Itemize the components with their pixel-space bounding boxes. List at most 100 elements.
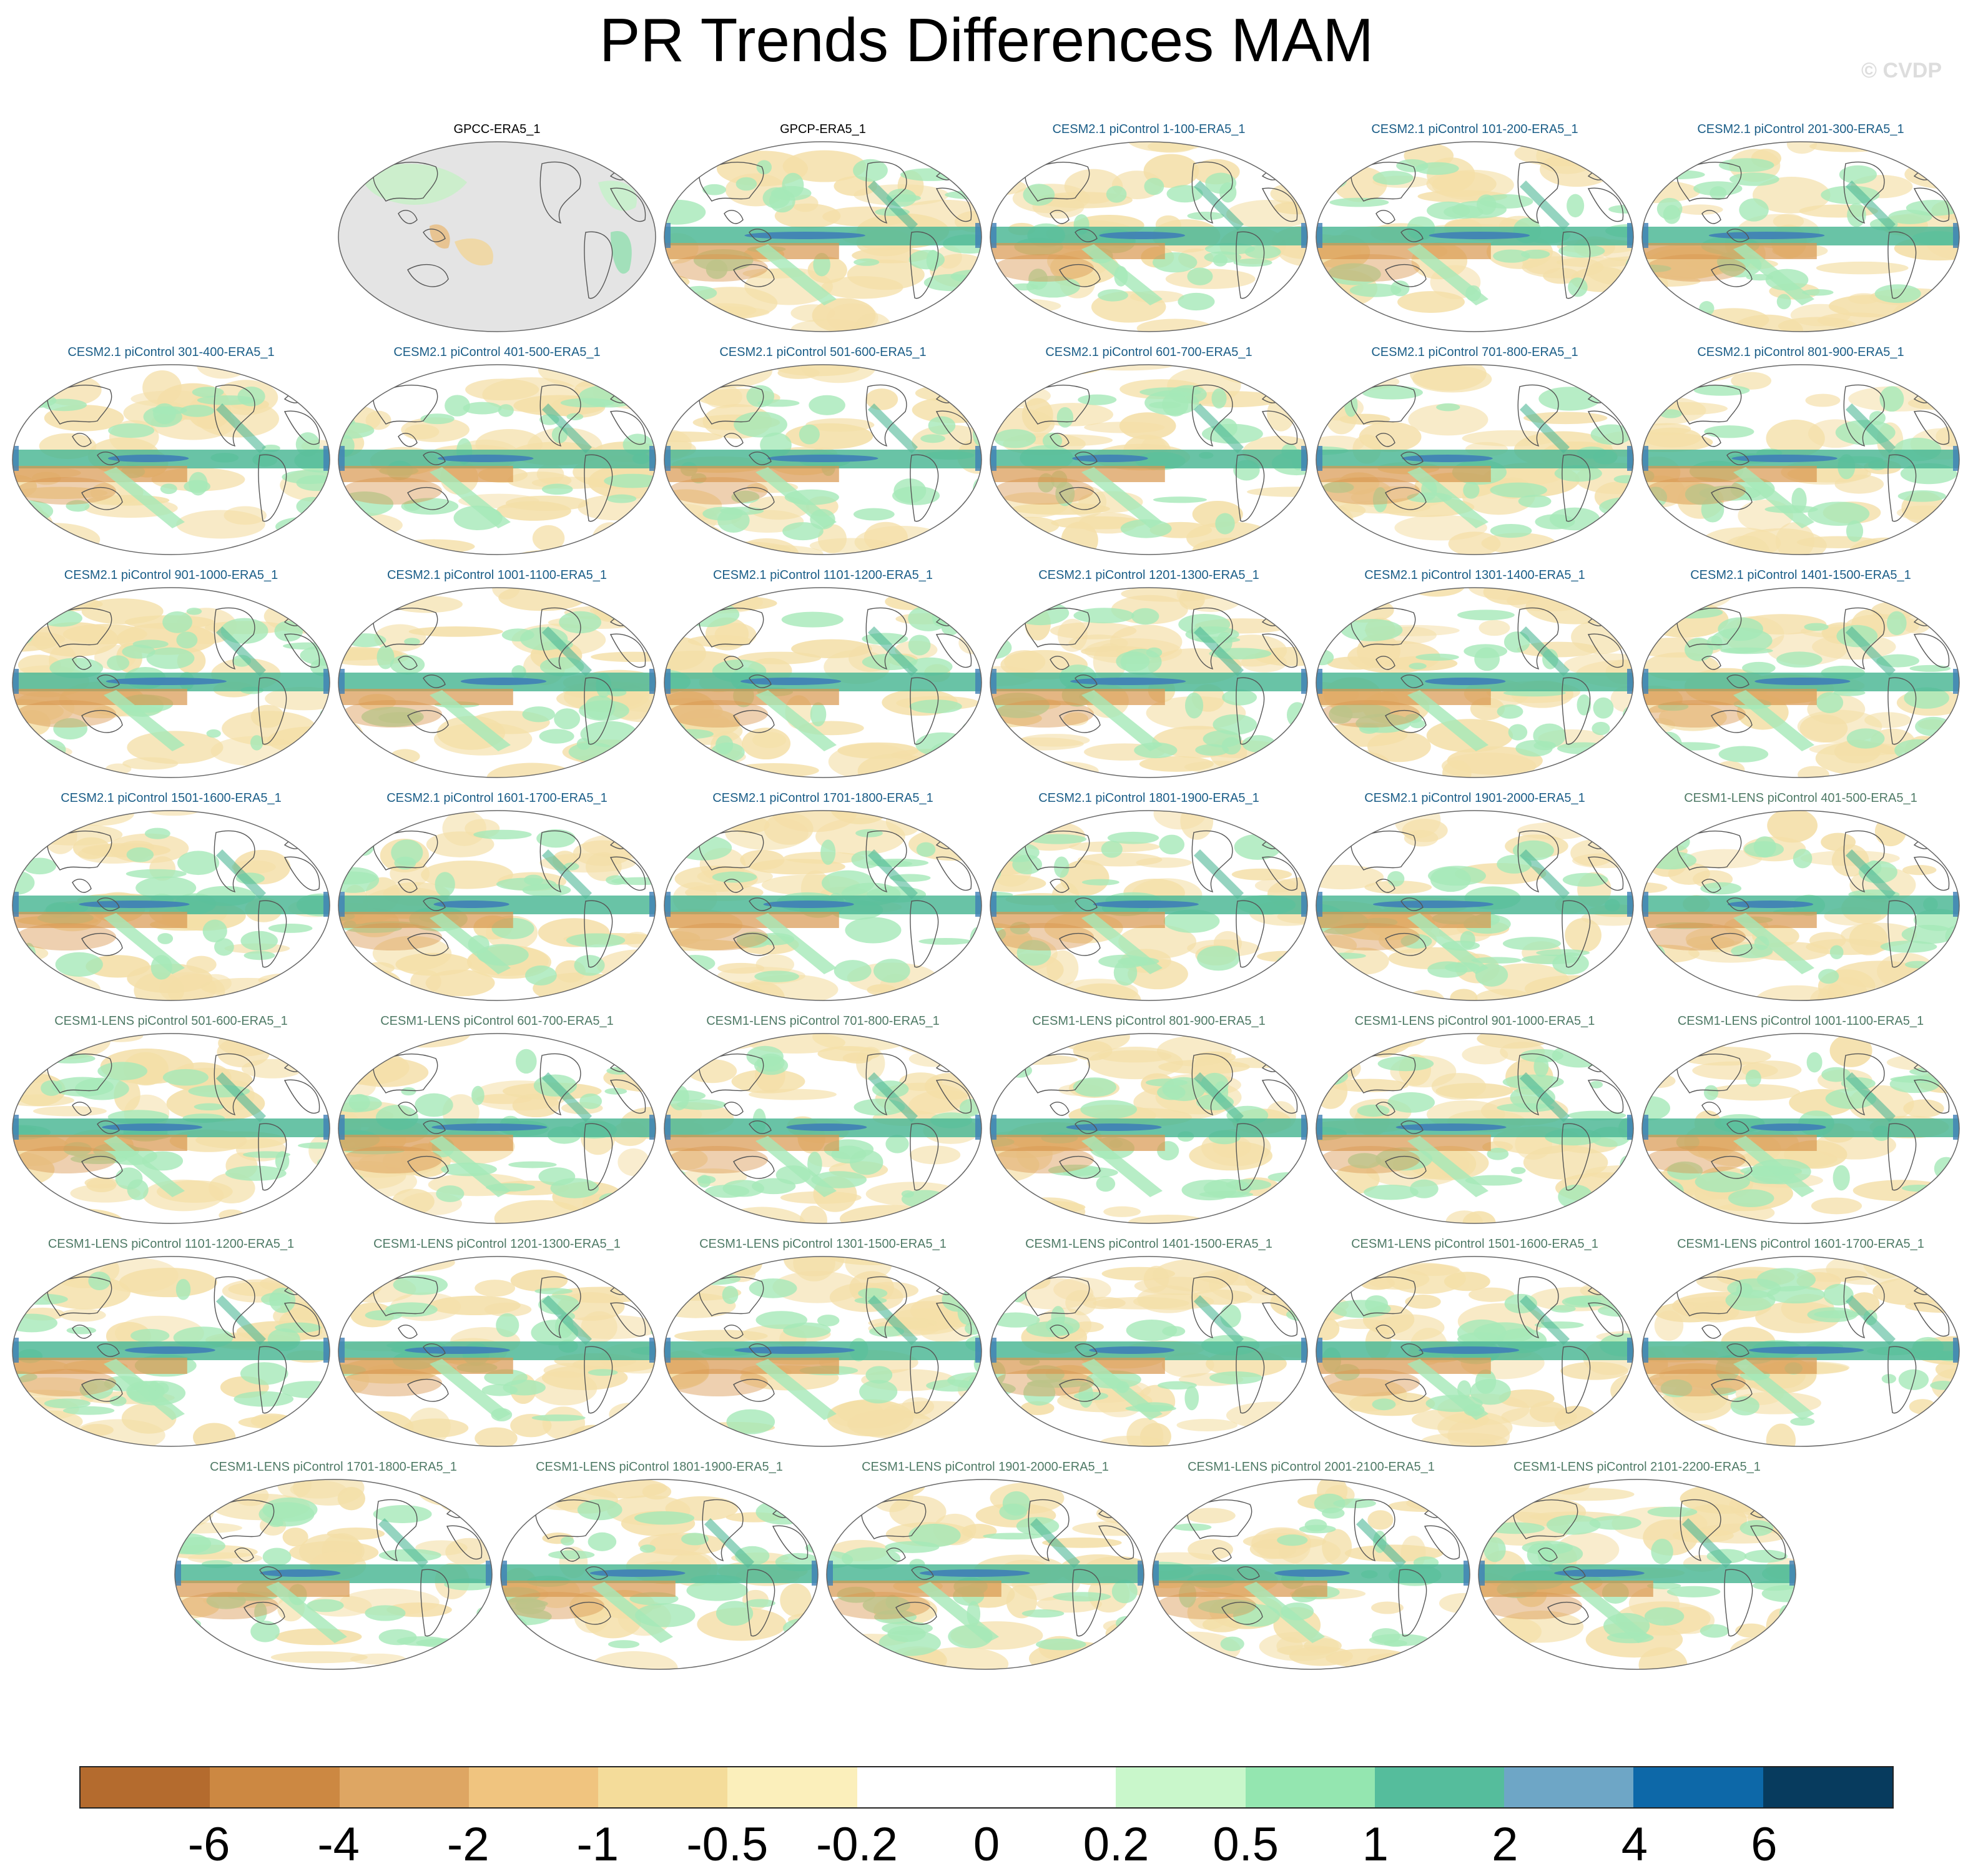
panel-title: CESM2.1 piControl 1801-1900-ERA5_1 — [1038, 791, 1259, 805]
world-map — [174, 1479, 493, 1670]
world-map — [990, 587, 1308, 778]
panel-title: CESM1-LENS piControl 401-500-ERA5_1 — [1684, 791, 1917, 805]
map-panel: CESM2.1 piControl 1001-1100-ERA5_1 — [336, 568, 658, 781]
panel-title: CESM1-LENS piControl 1801-1900-ERA5_1 — [536, 1460, 783, 1474]
map-panel: CESM1-LENS piControl 1701-1800-ERA5_1 — [172, 1460, 494, 1672]
world-map — [664, 1033, 982, 1224]
panel-title: CESM1-LENS piControl 601-700-ERA5_1 — [380, 1014, 614, 1028]
world-map — [12, 1256, 330, 1447]
map-panel: CESM2.1 piControl 701-800-ERA5_1 — [1314, 345, 1636, 558]
map-panel: CESM2.1 piControl 1801-1900-ERA5_1 — [988, 791, 1310, 1004]
map-panel: CESM1-LENS piControl 2101-2200-ERA5_1 — [1476, 1460, 1798, 1672]
map-panel: CESM2.1 piControl 501-600-ERA5_1 — [662, 345, 984, 558]
colorbar-tick-label: -1 — [576, 1818, 619, 1871]
colorbar-tick-label: 0.5 — [1213, 1818, 1279, 1871]
panel-title: CESM1-LENS piControl 1901-2000-ERA5_1 — [862, 1460, 1109, 1474]
world-map — [1641, 141, 1960, 332]
colorbar-swatch — [1245, 1767, 1375, 1807]
map-panel: CESM2.1 piControl 1601-1700-ERA5_1 — [336, 791, 658, 1004]
map-panel: CESM2.1 piControl 1401-1500-ERA5_1 — [1640, 568, 1962, 781]
panel-title: CESM2.1 piControl 1701-1800-ERA5_1 — [712, 791, 933, 805]
world-map — [338, 1256, 656, 1447]
panel-title: CESM2.1 piControl 1201-1300-ERA5_1 — [1038, 568, 1259, 582]
map-panel: CESM2.1 piControl 1301-1400-ERA5_1 — [1314, 568, 1636, 781]
map-panel: CESM2.1 piControl 101-200-ERA5_1 — [1314, 122, 1636, 335]
panel-title: CESM2.1 piControl 1101-1200-ERA5_1 — [712, 568, 933, 582]
panel-title: CESM1-LENS piControl 901-1000-ERA5_1 — [1354, 1014, 1595, 1028]
map-panel: CESM1-LENS piControl 1301-1500-ERA5_1 — [662, 1237, 984, 1449]
world-map — [1316, 364, 1634, 555]
colorbar-swatch — [1633, 1767, 1763, 1807]
colorbar-tick-label: 0.2 — [1083, 1818, 1149, 1871]
colorbar-swatch — [339, 1767, 469, 1807]
panel-title: CESM2.1 piControl 101-200-ERA5_1 — [1371, 122, 1578, 136]
panel-title: CESM1-LENS piControl 1501-1600-ERA5_1 — [1351, 1237, 1598, 1251]
world-map — [1316, 1033, 1634, 1224]
world-map — [1641, 587, 1960, 778]
colorbar-tick-label: 0 — [973, 1818, 1000, 1871]
map-panel: CESM2.1 piControl 1201-1300-ERA5_1 — [988, 568, 1310, 781]
colorbar-swatch — [857, 1767, 986, 1807]
world-map — [338, 364, 656, 555]
panel-title: CESM2.1 piControl 301-400-ERA5_1 — [67, 345, 275, 359]
world-map — [664, 364, 982, 555]
world-map — [1316, 810, 1634, 1001]
map-panel: CESM1-LENS piControl 601-700-ERA5_1 — [336, 1014, 658, 1227]
map-panel: CESM1-LENS piControl 801-900-ERA5_1 — [988, 1014, 1310, 1227]
world-map — [12, 1033, 330, 1224]
colorbar — [79, 1766, 1894, 1809]
panel-title: CESM1-LENS piControl 801-900-ERA5_1 — [1032, 1014, 1266, 1028]
panel-title: CESM2.1 piControl 1401-1500-ERA5_1 — [1690, 568, 1911, 582]
panel-title: GPCP-ERA5_1 — [780, 122, 866, 136]
panel-title: CESM1-LENS piControl 1101-1200-ERA5_1 — [47, 1237, 295, 1251]
colorbar-tick-label: 6 — [1751, 1818, 1778, 1871]
map-panel: CESM2.1 piControl 401-500-ERA5_1 — [336, 345, 658, 558]
map-panel: CESM1-LENS piControl 2001-2100-ERA5_1 — [1150, 1460, 1472, 1672]
map-panel: CESM1-LENS piControl 1801-1900-ERA5_1 — [498, 1460, 820, 1672]
panel-title: CESM1-LENS piControl 2101-2200-ERA5_1 — [1513, 1460, 1761, 1474]
panel-title: CESM2.1 piControl 1501-1600-ERA5_1 — [61, 791, 282, 805]
colorbar-tick-label: -0.2 — [815, 1818, 898, 1871]
map-panel: CESM2.1 piControl 901-1000-ERA5_1 — [10, 568, 332, 781]
world-map — [664, 810, 982, 1001]
world-map — [12, 364, 330, 555]
map-panel: CESM2.1 piControl 601-700-ERA5_1 — [988, 345, 1310, 558]
world-map — [338, 141, 656, 332]
world-map — [1641, 1033, 1960, 1224]
world-map — [990, 1033, 1308, 1224]
panel-title: CESM1-LENS piControl 1601-1700-ERA5_1 — [1677, 1237, 1924, 1251]
colorbar-tick-label: 4 — [1621, 1818, 1648, 1871]
world-map — [1641, 810, 1960, 1001]
map-panel: CESM1-LENS piControl 1601-1700-ERA5_1 — [1640, 1237, 1962, 1449]
map-panel: CESM2.1 piControl 301-400-ERA5_1 — [10, 345, 332, 558]
colorbar-tick-label: -6 — [187, 1818, 230, 1871]
map-panel: CESM1-LENS piControl 1401-1500-ERA5_1 — [988, 1237, 1310, 1449]
panel-title: CESM2.1 piControl 401-500-ERA5_1 — [393, 345, 601, 359]
page-title: PR Trends Differences MAM — [599, 6, 1374, 74]
panel-title: CESM1-LENS piControl 1701-1800-ERA5_1 — [210, 1460, 457, 1474]
world-map — [1152, 1479, 1470, 1670]
world-map — [1316, 587, 1634, 778]
world-map — [1316, 1256, 1634, 1447]
panel-title: CESM2.1 piControl 1301-1400-ERA5_1 — [1364, 568, 1585, 582]
colorbar-swatch — [598, 1767, 728, 1807]
map-panel: CESM1-LENS piControl 1201-1300-ERA5_1 — [336, 1237, 658, 1449]
colorbar-tick-label: -2 — [446, 1818, 490, 1871]
panel-title: CESM1-LENS piControl 1401-1500-ERA5_1 — [1025, 1237, 1272, 1251]
world-map — [664, 141, 982, 332]
panel-title: CESM1-LENS piControl 701-800-ERA5_1 — [706, 1014, 940, 1028]
colorbar-tick-label: -4 — [317, 1818, 360, 1871]
panel-title: CESM2.1 piControl 801-900-ERA5_1 — [1697, 345, 1904, 359]
map-panel: GPCP-ERA5_1 — [662, 122, 984, 335]
copyright-watermark: © CVDP — [1861, 59, 1942, 82]
colorbar-swatch — [468, 1767, 599, 1807]
colorbar-swatch — [1374, 1767, 1505, 1807]
colorbar-swatch — [1116, 1767, 1246, 1807]
colorbar-swatch — [210, 1767, 340, 1807]
panel-title: CESM2.1 piControl 1001-1100-ERA5_1 — [386, 568, 608, 582]
map-panel: CESM2.1 piControl 1701-1800-ERA5_1 — [662, 791, 984, 1004]
colorbar-swatch — [1504, 1767, 1634, 1807]
world-map — [990, 364, 1308, 555]
map-panel: CESM1-LENS piControl 501-600-ERA5_1 — [10, 1014, 332, 1227]
map-panel: CESM1-LENS piControl 901-1000-ERA5_1 — [1314, 1014, 1636, 1227]
